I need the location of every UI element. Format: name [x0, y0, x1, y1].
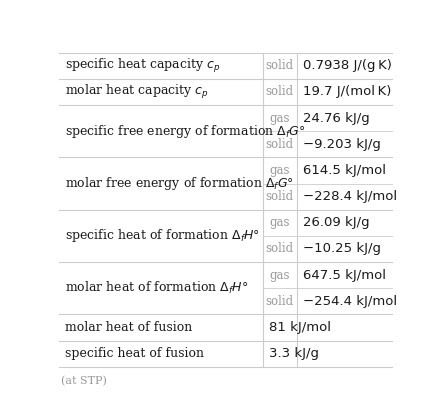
Text: solid: solid: [266, 59, 294, 72]
Text: specific free energy of formation $\Delta_f G\degree$: specific free energy of formation $\Delt…: [65, 123, 306, 140]
Text: solid: solid: [266, 190, 294, 203]
Text: −10.25 kJ/g: −10.25 kJ/g: [303, 242, 381, 256]
Text: 614.5 kJ/mol: 614.5 kJ/mol: [303, 164, 386, 177]
Text: 3.3 kJ/g: 3.3 kJ/g: [269, 347, 319, 360]
Text: molar heat of formation $\Delta_f H\degree$: molar heat of formation $\Delta_f H\degr…: [65, 280, 249, 296]
Text: gas: gas: [269, 112, 290, 125]
Text: (at STP): (at STP): [61, 376, 107, 386]
Text: 24.76 kJ/g: 24.76 kJ/g: [303, 112, 370, 125]
Text: 647.5 kJ/mol: 647.5 kJ/mol: [303, 269, 386, 282]
Text: 0.7938 J/(g K): 0.7938 J/(g K): [303, 59, 392, 72]
Text: 26.09 kJ/g: 26.09 kJ/g: [303, 216, 370, 229]
Text: solid: solid: [266, 138, 294, 151]
Text: solid: solid: [266, 295, 294, 308]
Text: specific heat capacity $c_p$: specific heat capacity $c_p$: [65, 57, 220, 75]
Text: solid: solid: [266, 242, 294, 256]
Text: 81 kJ/mol: 81 kJ/mol: [269, 321, 331, 334]
Text: solid: solid: [266, 85, 294, 98]
Text: −254.4 kJ/mol: −254.4 kJ/mol: [303, 295, 397, 308]
Text: specific heat of fusion: specific heat of fusion: [65, 347, 204, 360]
Text: −228.4 kJ/mol: −228.4 kJ/mol: [303, 190, 397, 203]
Text: molar free energy of formation $\Delta_f G\degree$: molar free energy of formation $\Delta_f…: [65, 175, 294, 192]
Text: gas: gas: [269, 216, 290, 229]
Text: 19.7 J/(mol K): 19.7 J/(mol K): [303, 85, 391, 98]
Text: gas: gas: [269, 269, 290, 282]
Text: −9.203 kJ/g: −9.203 kJ/g: [303, 138, 381, 151]
Text: molar heat of fusion: molar heat of fusion: [65, 321, 192, 334]
Text: molar heat capacity $c_p$: molar heat capacity $c_p$: [65, 83, 209, 101]
Text: gas: gas: [269, 164, 290, 177]
Text: specific heat of formation $\Delta_f H\degree$: specific heat of formation $\Delta_f H\d…: [65, 228, 260, 244]
